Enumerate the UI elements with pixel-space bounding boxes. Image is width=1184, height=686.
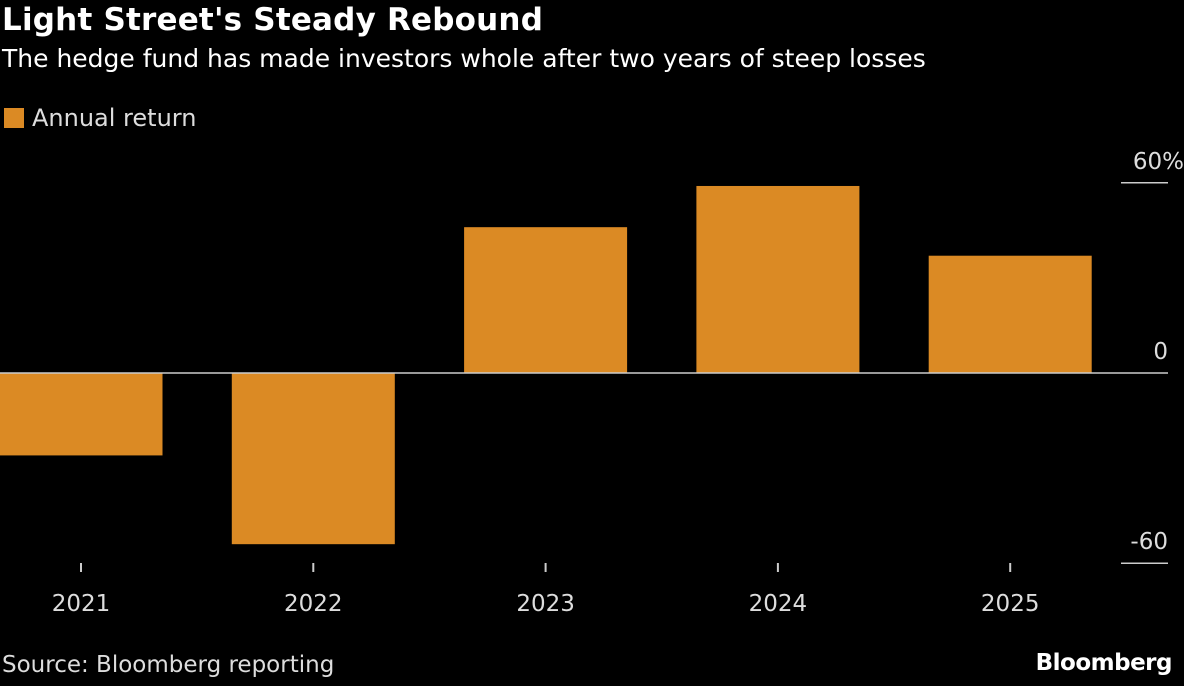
chart-title: Light Street's Steady Rebound	[2, 2, 544, 38]
x-tick-label: 2024	[749, 591, 808, 617]
source-note: Source: Bloomberg reporting	[2, 652, 335, 678]
bar-2025	[928, 255, 1092, 373]
x-tick-label: 2025	[981, 591, 1040, 617]
legend-label: Annual return	[32, 104, 197, 132]
chart-subtitle: The hedge fund has made investors whole …	[2, 44, 926, 73]
bar-2023	[464, 227, 628, 373]
bar-2021	[0, 373, 163, 456]
x-tick-label: 2021	[52, 591, 111, 617]
legend-swatch	[4, 108, 24, 128]
x-tick-label: 2022	[284, 591, 343, 617]
bloomberg-logo: Bloomberg	[1035, 650, 1173, 676]
legend: Annual return	[4, 104, 196, 132]
y-tick-label: -60	[1130, 529, 1168, 555]
bar-2024	[696, 185, 860, 373]
y-tick-label: 60%	[1133, 149, 1184, 175]
y-tick-label: 0	[1153, 339, 1168, 365]
bar-2022	[231, 373, 395, 545]
x-tick-label: 2023	[516, 591, 575, 617]
